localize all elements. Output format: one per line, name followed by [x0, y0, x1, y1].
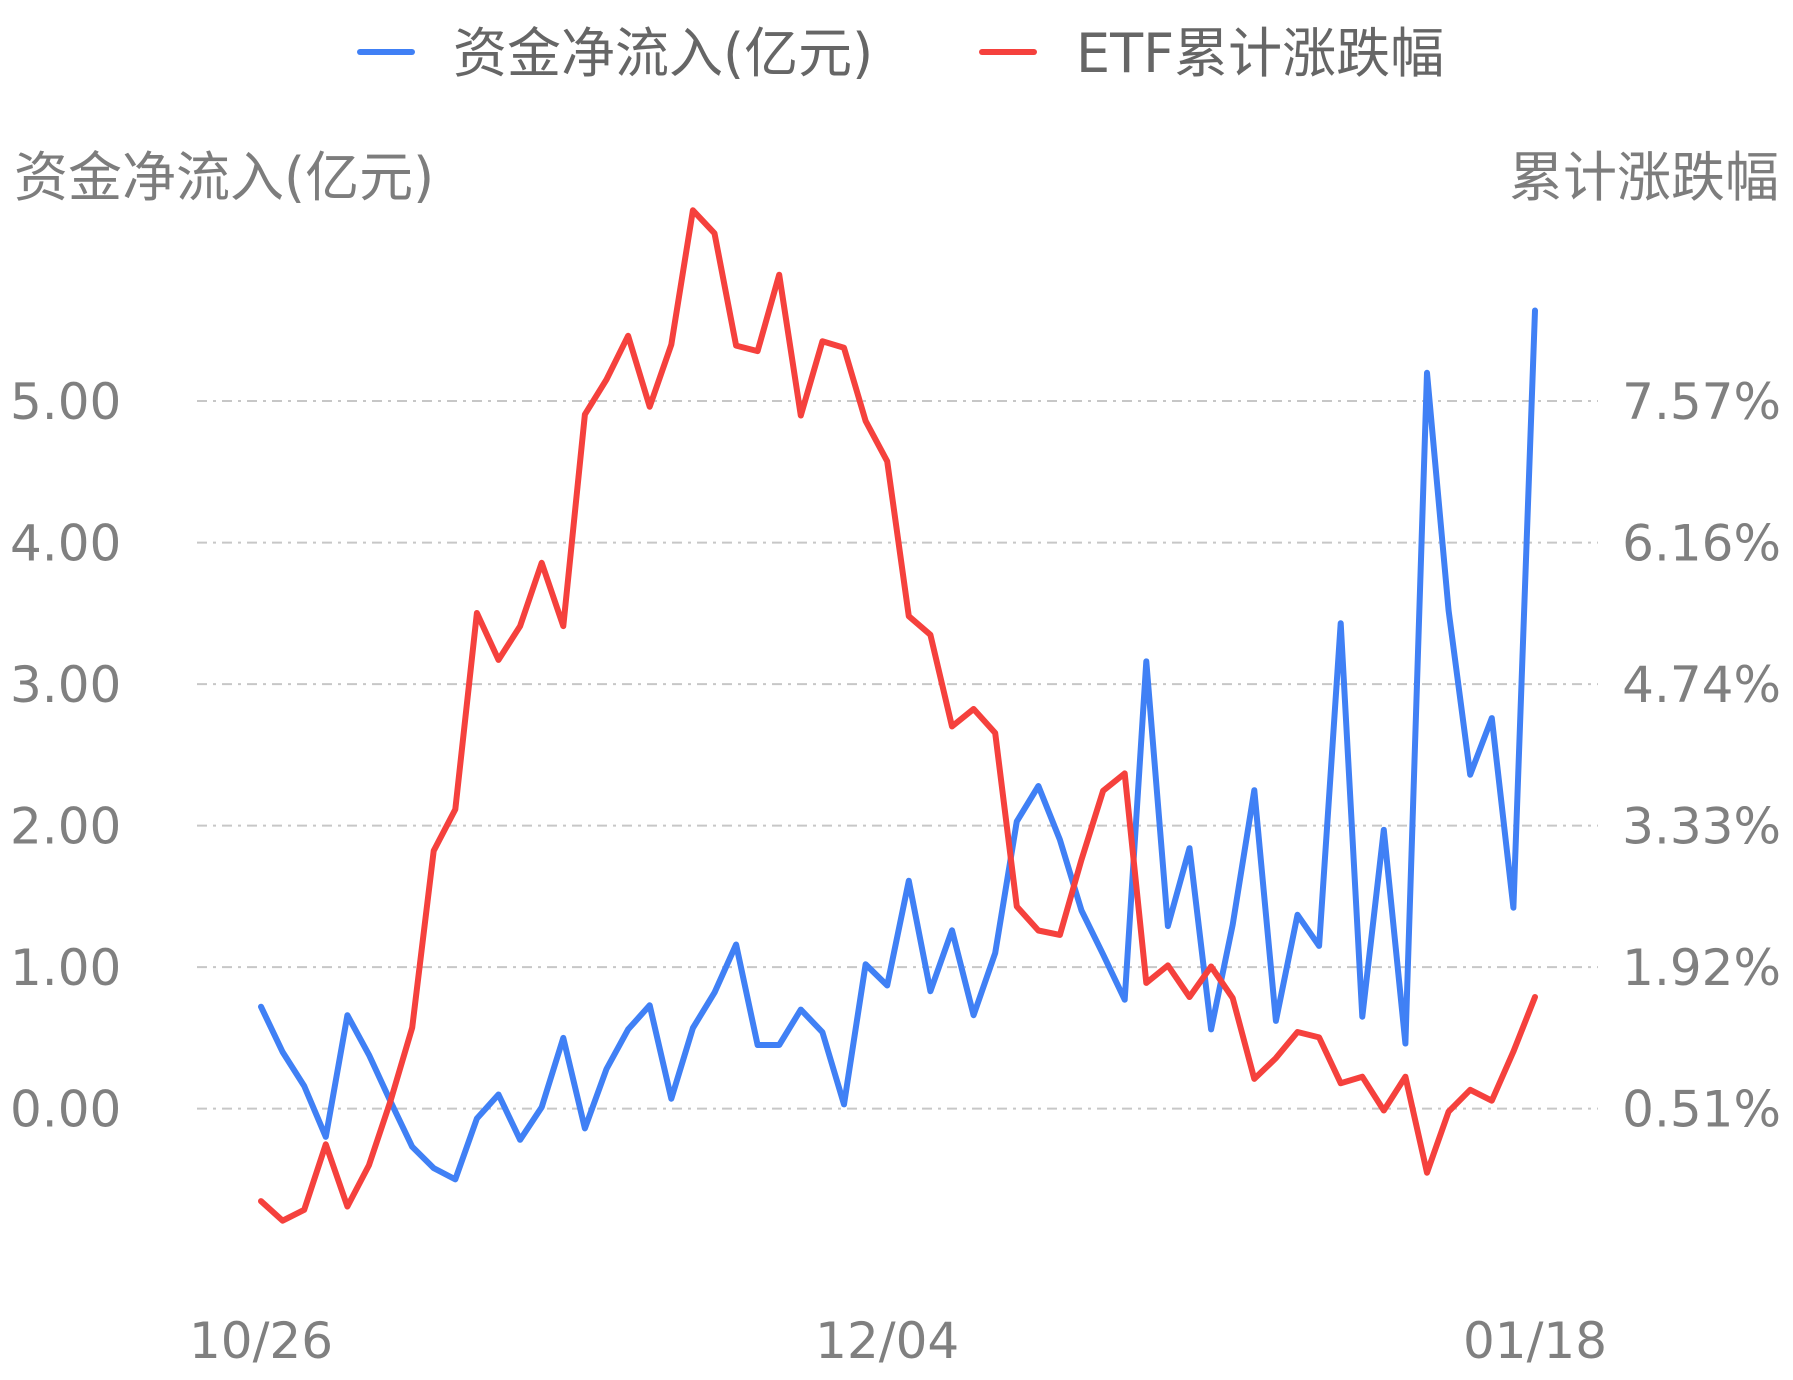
- legend: 资金净流入(亿元) ETF累计涨跌幅: [357, 22, 1444, 85]
- left-tick-label: 1.00: [10, 939, 121, 997]
- right-tick-label: 1.92%: [1622, 939, 1781, 997]
- left-axis-title: 资金净流入(亿元): [14, 146, 434, 209]
- series-line-net-inflow: [258, 307, 1538, 1183]
- series-lines: [258, 207, 1538, 1224]
- right-tick-label: 0.51%: [1622, 1081, 1781, 1139]
- legend-item-etf-cumulative-change[interactable]: ETF累计涨跌幅: [979, 22, 1444, 85]
- left-tick-label: 3.00: [10, 656, 121, 714]
- left-tick-label: 5.00: [10, 373, 121, 431]
- right-axis-ticks: 0.51% 1.92% 3.33% 4.74% 6.16% 7.57%: [1622, 373, 1781, 1139]
- left-tick-label: 2.00: [10, 798, 121, 856]
- legend-item-net-inflow[interactable]: 资金净流入(亿元): [357, 22, 873, 85]
- left-tick-label: 4.00: [10, 515, 121, 573]
- right-axis-title: 累计涨跌幅: [1509, 146, 1779, 209]
- x-tick-label: 10/26: [189, 1312, 333, 1370]
- left-axis-ticks: 0.00 1.00 2.00 3.00 4.00 5.00: [10, 373, 121, 1139]
- x-axis-ticks: 10/26 12/04 01/18: [189, 1312, 1607, 1370]
- right-tick-label: 4.74%: [1622, 656, 1781, 714]
- right-tick-label: 3.33%: [1622, 798, 1781, 856]
- x-tick-label: 01/18: [1463, 1312, 1607, 1370]
- series-line-etf-cumulative-change: [258, 207, 1538, 1224]
- right-tick-label: 7.57%: [1622, 373, 1781, 431]
- gridlines: [197, 400, 1598, 1110]
- legend-label-etf-cumulative-change: ETF累计涨跌幅: [1076, 22, 1444, 85]
- legend-label-net-inflow: 资金净流入(亿元): [453, 22, 873, 85]
- right-tick-label: 6.16%: [1622, 515, 1781, 573]
- x-tick-label: 12/04: [815, 1312, 959, 1370]
- left-tick-label: 0.00: [10, 1081, 121, 1139]
